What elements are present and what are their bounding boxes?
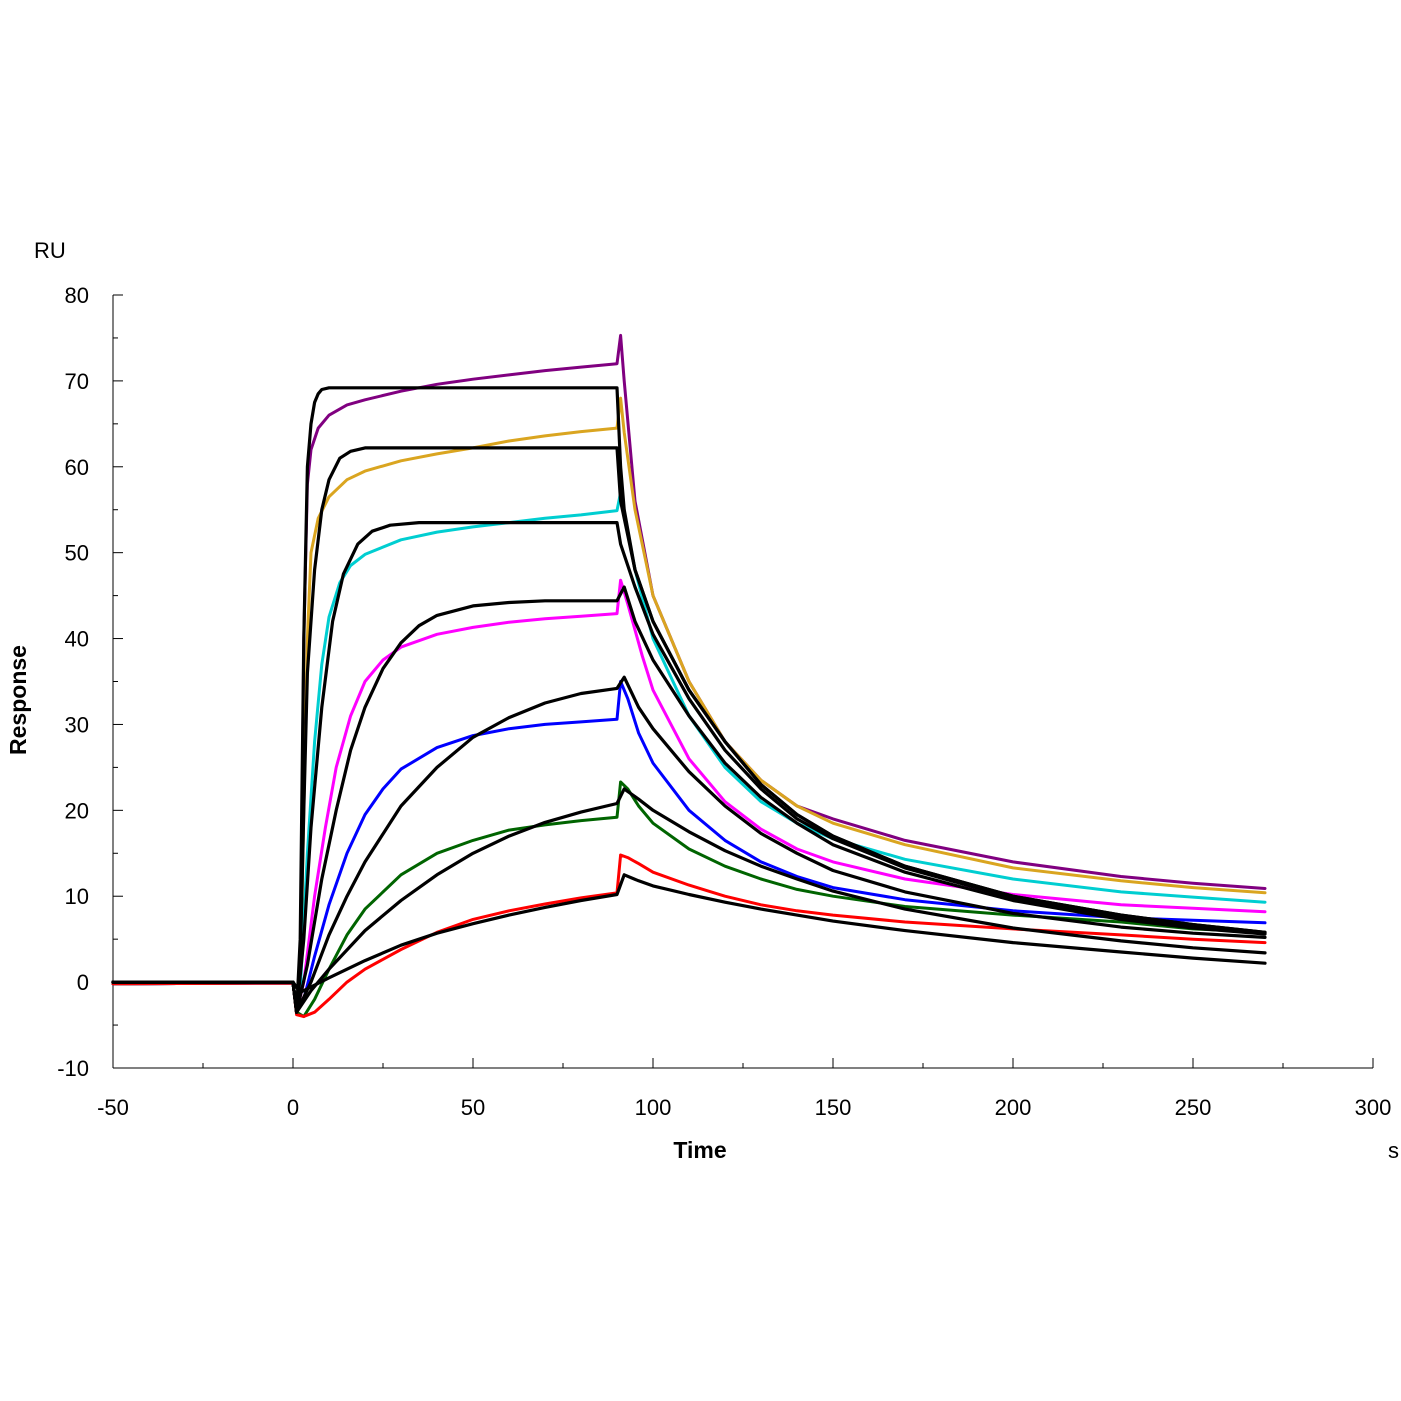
y-axis-unit: RU xyxy=(34,238,66,263)
y-axis-title: Response xyxy=(5,645,31,755)
fit-curve-5 xyxy=(111,675,1267,1014)
fit-curve-4 xyxy=(111,585,1267,1014)
series-layer xyxy=(111,333,1267,1018)
measured-curve-4 xyxy=(111,578,1267,1014)
fit-curve-6 xyxy=(111,787,1267,1014)
y-tick-label: 50 xyxy=(65,541,89,566)
x-tick-label: 300 xyxy=(1355,1095,1392,1120)
x-tick-label: 0 xyxy=(287,1095,299,1120)
x-tick-label: 250 xyxy=(1175,1095,1212,1120)
x-tick-label: 150 xyxy=(815,1095,852,1120)
y-tick-label: 40 xyxy=(65,627,89,652)
axes: -10 0 10 20 30 40 50 60 70 80 -50 0 50 100 150 200 250 30… xyxy=(57,283,1391,1120)
y-tick-label: 30 xyxy=(65,712,89,737)
y-tick-label: 0 xyxy=(77,970,89,995)
fit-curve-7 xyxy=(111,873,1267,994)
y-tick-label: -10 xyxy=(57,1056,89,1081)
y-tick-label: 60 xyxy=(65,455,89,480)
measured-curve-2 xyxy=(111,396,1267,1014)
measured-curve-5 xyxy=(111,680,1267,1014)
y-tick-label: 70 xyxy=(65,369,89,394)
fit-curve-3 xyxy=(111,521,1267,1014)
x-tick-label: -50 xyxy=(97,1095,129,1120)
fit-curve-2 xyxy=(111,446,1267,1014)
x-axis-title: Time xyxy=(673,1137,726,1163)
x-tick-label: 50 xyxy=(461,1095,485,1120)
x-tick-label: 200 xyxy=(995,1095,1032,1120)
y-tick-label: 20 xyxy=(65,798,89,823)
measured-curve-7 xyxy=(111,853,1267,1018)
x-tick-label: 100 xyxy=(635,1095,672,1120)
y-tick-label: 80 xyxy=(65,283,89,308)
y-tick-label: 10 xyxy=(65,884,89,909)
x-axis-unit: s xyxy=(1388,1138,1399,1163)
